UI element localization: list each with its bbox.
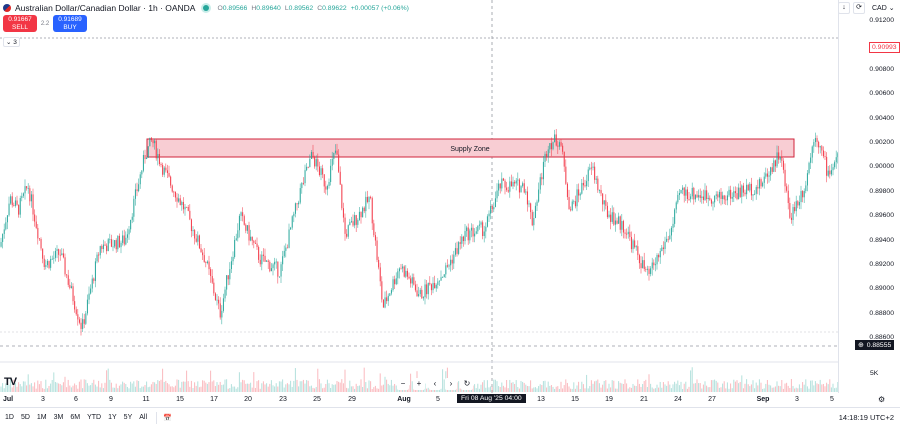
time-axis-label: Aug: [397, 396, 411, 403]
crosshair-price-label: ⊕ 0.88555: [855, 340, 895, 350]
price-scale-label: 0.89800: [869, 187, 894, 195]
price-scale-label: 0.88600: [869, 334, 894, 342]
price-scale[interactable]: 0.91200 0.90800 0.90600 0.90400 0.90200 0.900…: [838, 0, 900, 393]
open-value: 0.89566: [222, 4, 248, 12]
zoom-in-button[interactable]: +: [413, 378, 425, 390]
close-label: C: [317, 4, 323, 12]
open-label: O: [217, 4, 223, 12]
time-axis-label: 5: [436, 396, 440, 403]
time-axis-label: 15: [571, 396, 579, 403]
close-value: 0.89622: [322, 4, 347, 12]
time-axis-label: 25: [313, 396, 321, 403]
price-scale-label: 0.90000: [869, 163, 894, 171]
time-axis-label: 3: [795, 396, 799, 403]
low-value: 0.89562: [288, 4, 314, 12]
range-button-1y[interactable]: 1Y: [108, 414, 117, 421]
price-chart-canvas[interactable]: Supply Zone: [0, 0, 866, 393]
time-axis-label: 15: [176, 396, 184, 403]
sell-label: SELL: [12, 24, 28, 31]
price-scale-label: 0.89600: [869, 212, 894, 220]
trade-panel: 0.91667 SELL 2.2 0.91689 BUY: [3, 15, 87, 32]
spread-value: 2.2: [40, 20, 50, 27]
time-axis-label: 9: [109, 396, 113, 403]
time-axis-label: Jul: [2, 396, 14, 403]
price-scale-label: 0.89000: [869, 285, 894, 293]
sell-button[interactable]: 0.91667 SELL: [3, 15, 37, 32]
time-axis-label: 24: [674, 396, 682, 403]
goto-date-icon[interactable]: 📅: [163, 414, 172, 422]
low-label: L: [284, 4, 289, 12]
scroll-left-button[interactable]: ‹: [429, 378, 441, 390]
range-button-6m[interactable]: 6M: [70, 414, 81, 421]
time-axis-label: 23: [279, 396, 287, 403]
buy-label: BUY: [63, 24, 77, 31]
ohlc-values: O0.89566 H0.89640 L0.89562 C0.89622 +0.0…: [217, 5, 408, 12]
time-axis-label: 20: [244, 396, 252, 403]
price-scale-label: 0.90600: [869, 90, 894, 98]
time-axis-label: 17: [210, 396, 218, 403]
high-value: 0.89640: [256, 4, 281, 12]
crosshair-time-label: Fri 08 Aug '25 04:00: [457, 394, 526, 403]
currency-select[interactable]: CAD ⌄: [872, 5, 895, 12]
range-button-5d[interactable]: 5D: [20, 414, 30, 421]
time-axis-label: 21: [640, 396, 648, 403]
range-button-5y[interactable]: 5Y: [123, 414, 133, 421]
time-axis-label: 11: [142, 396, 150, 403]
zoom-out-button[interactable]: −: [397, 378, 409, 390]
crosshair-price-value: 0.88555: [866, 341, 892, 349]
time-axis-label: Sep: [756, 396, 770, 403]
indicators-collapse-toggle[interactable]: ⌄ 3: [3, 37, 20, 47]
settings-gear-icon[interactable]: ⚙: [878, 395, 886, 404]
time-axis-label: 29: [348, 396, 356, 403]
time-axis[interactable]: Jul 3 6 9 11 15 17 20 23 25 29 Aug 5 13 15 19 21 24 27 Sep 3…: [0, 393, 900, 407]
price-scale-label: 0.90800: [869, 65, 894, 73]
price-scale-label: 0.89400: [869, 236, 894, 244]
chart-pane[interactable]: Supply Zone: [0, 0, 866, 393]
buy-price: 0.91689: [58, 16, 82, 23]
add-alert-icon[interactable]: ⊕: [858, 342, 864, 349]
symbol-header: Australian Dollar/Canadian Dollar · 1h ·…: [3, 3, 409, 13]
sell-price: 0.91667: [8, 16, 32, 23]
supply-zone-rectangle[interactable]: [146, 138, 795, 158]
bottom-toolbar: 1D 5D 1M 3M 6M YTD 1Y 5Y All 📅 14:18:19 UTC+2: [0, 407, 900, 427]
reset-chart-button[interactable]: ↻: [461, 378, 473, 390]
time-axis-label: 27: [708, 396, 716, 403]
time-axis-label: 13: [537, 396, 545, 403]
price-scale-label: 0.89200: [869, 261, 894, 268]
symbol-title[interactable]: Australian Dollar/Canadian Dollar · 1h ·…: [15, 3, 196, 13]
replay-icon[interactable]: ⟳: [853, 2, 865, 14]
chart-navigation: − + ‹ › ↻: [397, 378, 473, 390]
toolbar-divider: [156, 411, 158, 424]
price-scale-label: 0.91200: [869, 17, 894, 24]
currency-flag-icon: [3, 4, 11, 12]
change-value: +0.00057 (+0.06%): [350, 4, 409, 12]
tradingview-logo[interactable]: TV: [4, 376, 17, 388]
time-axis-label: 3: [41, 396, 45, 403]
scroll-right-button[interactable]: ›: [445, 378, 457, 390]
time-axis-label: 6: [74, 396, 78, 403]
range-button-ytd[interactable]: YTD: [87, 414, 102, 421]
range-button-3m[interactable]: 3M: [53, 414, 64, 421]
time-axis-label: 5: [830, 396, 834, 403]
price-scale-label: 0.90400: [869, 114, 894, 122]
high-label: H: [251, 4, 257, 12]
date-range-buttons: 1D 5D 1M 3M 6M YTD 1Y 5Y All: [5, 414, 154, 421]
market-status-icon: [203, 5, 210, 11]
range-button-1d[interactable]: 1D: [5, 414, 14, 421]
clock-timezone[interactable]: 14:18:19 UTC+2: [838, 413, 894, 422]
price-scale-label: 0.90200: [869, 139, 894, 146]
supply-zone-label: Supply Zone: [450, 146, 489, 153]
volume-scale-label: 5K: [870, 370, 879, 377]
range-button-all[interactable]: All: [139, 414, 148, 421]
time-axis-label: 19: [605, 396, 613, 403]
buy-button[interactable]: 0.91689 BUY: [53, 15, 87, 32]
current-price-label: 0.90993: [869, 42, 900, 53]
range-button-1m[interactable]: 1M: [36, 414, 47, 421]
price-scale-label: 0.88800: [869, 309, 894, 317]
